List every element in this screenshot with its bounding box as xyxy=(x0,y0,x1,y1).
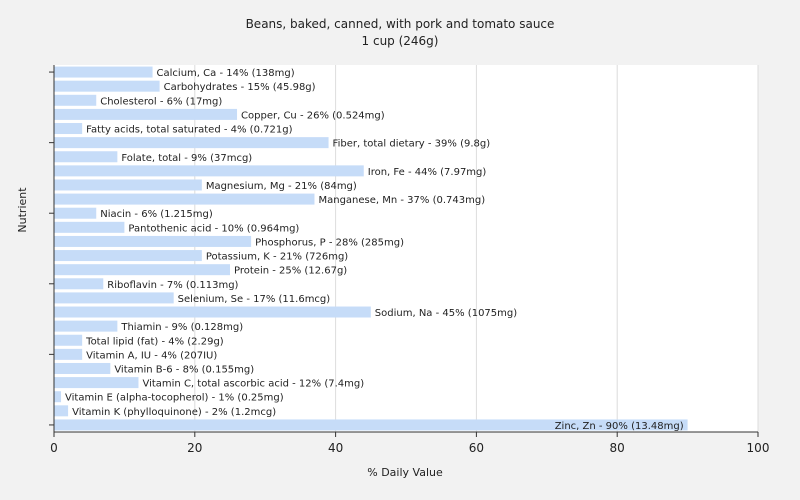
bar-label: Manganese, Mn - 37% (0.743mg) xyxy=(318,195,485,206)
bar xyxy=(54,391,62,403)
bar xyxy=(54,278,104,290)
bar xyxy=(54,348,83,360)
bar xyxy=(54,151,118,163)
bar xyxy=(54,221,125,233)
x-axis-label: % Daily Value xyxy=(367,466,443,479)
bar-label: Vitamin E (alpha-tocopherol) - 1% (0.25m… xyxy=(65,393,284,404)
chart-title: Beans, baked, canned, with pork and toma… xyxy=(245,17,555,31)
bar xyxy=(54,362,111,374)
bar-label: Thiamin - 9% (0.128mg) xyxy=(120,322,243,333)
bar xyxy=(54,80,160,92)
bar-label: Fiber, total dietary - 39% (9.8g) xyxy=(333,139,491,150)
chart-subtitle: 1 cup (246g) xyxy=(361,34,439,48)
bar xyxy=(54,66,153,78)
bar-label: Iron, Fe - 44% (7.97mg) xyxy=(368,167,487,178)
bar xyxy=(54,137,329,149)
bar-label: Total lipid (fat) - 4% (2.29g) xyxy=(85,336,224,347)
bar-label: Potassium, K - 21% (726mg) xyxy=(206,252,348,263)
bar-label: Phosphorus, P - 28% (285mg) xyxy=(255,237,404,248)
x-tick-label: 40 xyxy=(328,441,343,455)
bar xyxy=(54,165,364,177)
bar-label: Selenium, Se - 17% (11.6mcg) xyxy=(178,294,331,305)
bar xyxy=(54,320,118,332)
bar-label: Vitamin A, IU - 4% (207IU) xyxy=(86,350,217,361)
y-axis-label: Nutrient xyxy=(16,187,29,233)
bar xyxy=(54,419,688,431)
bar-label: Cholesterol - 6% (17mg) xyxy=(100,96,222,107)
bar-label: Sodium, Na - 45% (1075mg) xyxy=(375,308,517,319)
bar xyxy=(54,193,315,205)
bar xyxy=(54,94,97,106)
bar-label: Zinc, Zn - 90% (13.48mg) xyxy=(555,421,684,432)
x-tick-label: 0 xyxy=(50,441,58,455)
bar-label: Fatty acids, total saturated - 4% (0.721… xyxy=(86,125,292,136)
bar-label: Riboflavin - 7% (0.113mg) xyxy=(107,280,238,291)
x-tick-label: 60 xyxy=(469,441,484,455)
bar xyxy=(54,264,230,276)
x-tick-label: 80 xyxy=(610,441,625,455)
bar xyxy=(54,207,97,219)
bar xyxy=(54,179,202,191)
bar xyxy=(54,405,69,417)
bar xyxy=(54,377,139,389)
bar xyxy=(54,292,174,304)
plot-area xyxy=(54,65,758,432)
bar-label: Vitamin C, total ascorbic acid - 12% (7.… xyxy=(142,379,364,390)
bar xyxy=(54,108,238,120)
bar xyxy=(54,123,83,135)
bar-label: Carbohydrates - 15% (45.98g) xyxy=(164,82,316,93)
bar-label: Protein - 25% (12.67g) xyxy=(234,266,347,277)
bar-label: Niacin - 6% (1.215mg) xyxy=(100,209,213,220)
bar-label: Copper, Cu - 26% (0.524mg) xyxy=(241,110,385,121)
bar xyxy=(54,334,83,346)
bar-label: Vitamin K (phylloquinone) - 2% (1.2mcg) xyxy=(72,407,276,418)
bar-label: Calcium, Ca - 14% (138mg) xyxy=(157,68,295,79)
x-tick-label: 20 xyxy=(187,441,202,455)
bar xyxy=(54,250,202,262)
bar-label: Vitamin B-6 - 8% (0.155mg) xyxy=(114,364,254,375)
bar-label: Folate, total - 9% (37mcg) xyxy=(121,153,252,164)
bar-label: Magnesium, Mg - 21% (84mg) xyxy=(206,181,357,192)
bar-label: Pantothenic acid - 10% (0.964mg) xyxy=(128,223,299,234)
x-tick-label: 100 xyxy=(747,441,770,455)
bar xyxy=(54,235,252,247)
bar xyxy=(54,306,371,318)
